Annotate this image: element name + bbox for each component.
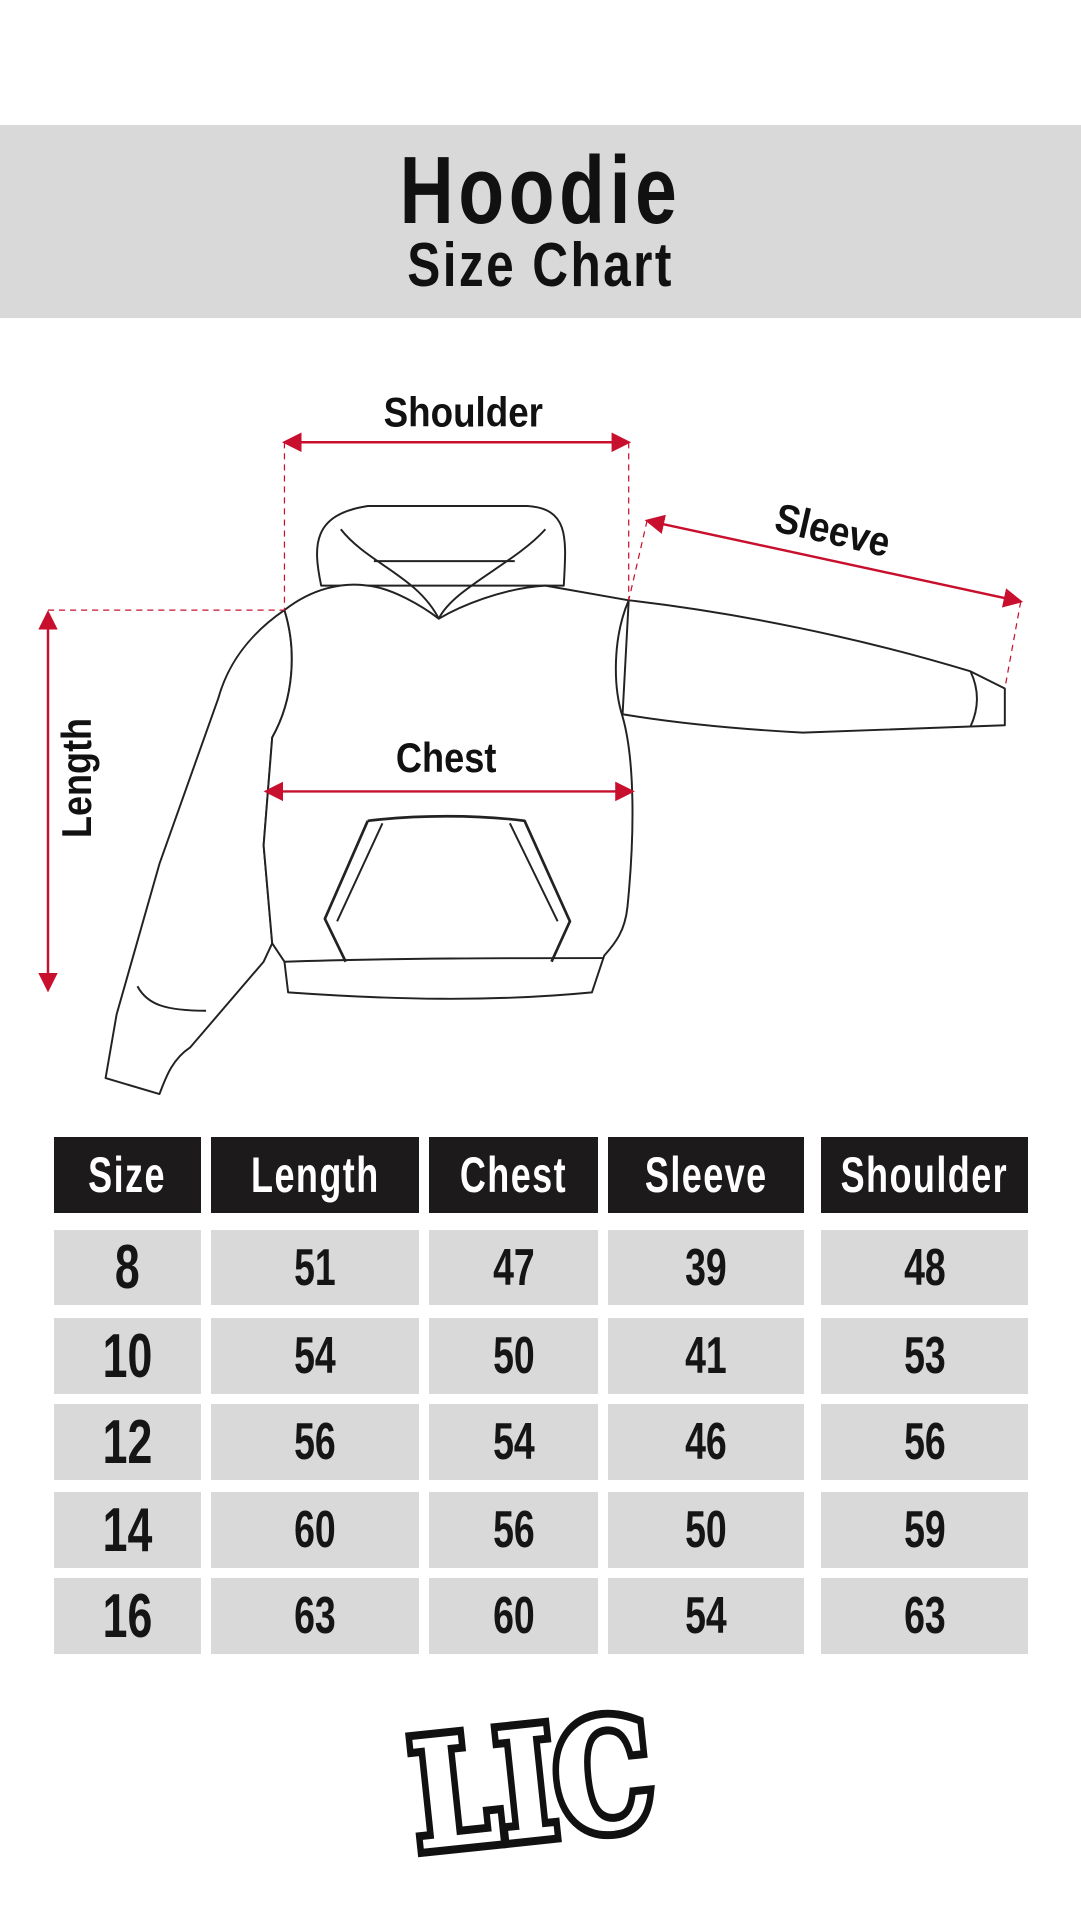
shoulder-label: Shoulder xyxy=(384,388,543,435)
table-cell-chest: 56 xyxy=(429,1492,598,1568)
table-cell-size: 14 xyxy=(54,1492,201,1568)
cell-value: 50 xyxy=(492,1327,535,1385)
column-header-size: Size xyxy=(54,1137,201,1213)
column-header-label: Chest xyxy=(459,1147,568,1203)
cell-value: 63 xyxy=(903,1587,946,1645)
table-cell-shoulder: 63 xyxy=(821,1578,1028,1654)
table-cell-size: 8 xyxy=(54,1230,201,1305)
cell-value: 51 xyxy=(294,1238,336,1297)
table-cell-size: 10 xyxy=(54,1318,201,1394)
cell-value: 14 xyxy=(102,1495,153,1565)
title-band xyxy=(0,125,1081,318)
column-header-label: Sleeve xyxy=(644,1147,768,1203)
table-cell-length: 60 xyxy=(211,1492,419,1568)
column-header-shoulder: Shoulder xyxy=(821,1137,1028,1213)
column-header-sleeve: Sleeve xyxy=(608,1137,804,1213)
table-cell-length: 51 xyxy=(211,1230,419,1305)
cell-value: 63 xyxy=(294,1587,336,1645)
cell-value: 12 xyxy=(102,1407,153,1477)
brand-logo: LIC xyxy=(404,1697,661,1874)
table-cell-shoulder: 53 xyxy=(821,1318,1028,1394)
chest-label: Chest xyxy=(396,734,497,781)
cell-value: 48 xyxy=(903,1238,946,1297)
column-header-label: Size xyxy=(88,1147,167,1203)
column-header-length: Length xyxy=(211,1137,419,1213)
cell-value: 54 xyxy=(294,1327,336,1385)
cell-value: 54 xyxy=(492,1413,535,1471)
column-header-label: Shoulder xyxy=(840,1147,1009,1203)
sleeve-arrow xyxy=(644,514,1024,608)
table-cell-length: 54 xyxy=(211,1318,419,1394)
table-cell-length: 56 xyxy=(211,1404,419,1480)
cell-value: 59 xyxy=(903,1501,946,1559)
table-cell-shoulder: 56 xyxy=(821,1404,1028,1480)
cell-value: 10 xyxy=(102,1321,153,1391)
cell-value: 50 xyxy=(685,1501,727,1559)
table-cell-sleeve: 50 xyxy=(608,1492,804,1568)
cell-value: 41 xyxy=(685,1327,727,1385)
cell-value: 60 xyxy=(492,1587,535,1645)
sleeve-label: Sleeve xyxy=(771,494,895,566)
svg-text:LIC: LIC xyxy=(404,1697,661,1874)
table-cell-sleeve: 54 xyxy=(608,1578,804,1654)
table-cell-chest: 47 xyxy=(429,1230,598,1305)
cell-value: 60 xyxy=(294,1501,336,1559)
table-cell-sleeve: 41 xyxy=(608,1318,804,1394)
cell-value: 56 xyxy=(294,1413,336,1471)
table-cell-shoulder: 48 xyxy=(821,1230,1028,1305)
page-title: Hoodie xyxy=(399,137,682,244)
table-cell-size: 16 xyxy=(54,1578,201,1654)
table-cell-shoulder: 59 xyxy=(821,1492,1028,1568)
table-cell-chest: 60 xyxy=(429,1578,598,1654)
cell-value: 16 xyxy=(102,1581,153,1651)
column-header-chest: Chest xyxy=(429,1137,598,1213)
cell-value: 8 xyxy=(115,1233,140,1302)
column-header-label: Length xyxy=(250,1147,380,1203)
cell-value: 54 xyxy=(685,1587,727,1645)
table-cell-chest: 54 xyxy=(429,1404,598,1480)
table-cell-length: 63 xyxy=(211,1578,419,1654)
hoodie-icon xyxy=(104,504,1006,1096)
length-label: Length xyxy=(53,718,100,838)
cell-value: 53 xyxy=(903,1327,946,1385)
cell-value: 56 xyxy=(492,1501,535,1559)
cell-value: 46 xyxy=(685,1413,727,1471)
table-cell-sleeve: 39 xyxy=(608,1230,804,1305)
table-cell-chest: 50 xyxy=(429,1318,598,1394)
cell-value: 39 xyxy=(685,1238,727,1297)
cell-value: 47 xyxy=(492,1238,535,1297)
table-cell-size: 12 xyxy=(54,1404,201,1480)
cell-value: 56 xyxy=(903,1413,946,1471)
table-cell-sleeve: 46 xyxy=(608,1404,804,1480)
page-subtitle: Size Chart xyxy=(407,231,674,300)
